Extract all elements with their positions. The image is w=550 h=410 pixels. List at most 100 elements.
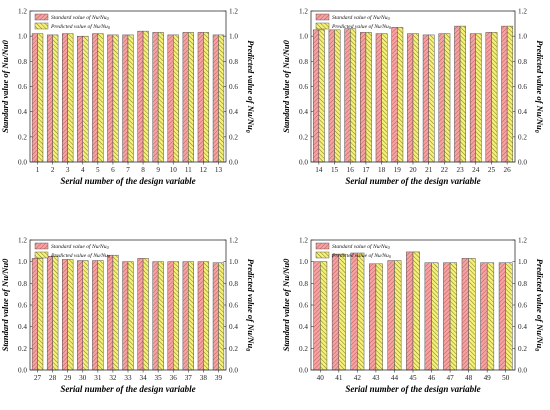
x-tick-label-38: 38 bbox=[200, 374, 208, 382]
bar-predicted-11 bbox=[188, 32, 194, 163]
x-axis-title: Serial number of the design variable bbox=[60, 176, 195, 186]
x-tick-label-24: 24 bbox=[472, 166, 480, 174]
bar-standard-30 bbox=[77, 260, 83, 371]
bar-standard-28 bbox=[46, 256, 53, 371]
bar-standard-44 bbox=[387, 260, 395, 371]
bar-standard-39 bbox=[212, 262, 219, 371]
bar-predicted-18 bbox=[381, 33, 388, 163]
legend-predicted-label: Predicted value of Nu/Nu0 bbox=[331, 23, 391, 30]
legend-predicted-swatch bbox=[34, 251, 49, 259]
bar-predicted-16 bbox=[350, 28, 357, 163]
bar-predicted-23 bbox=[459, 25, 466, 163]
y-tick-label-left: 0.2 bbox=[299, 345, 308, 353]
x-tick-label-41: 41 bbox=[335, 374, 343, 382]
legend-predicted-label: Predicted value of Nu/Nu0 bbox=[50, 23, 110, 30]
y-tick-label-right: 0.8 bbox=[518, 280, 527, 288]
legend-standard-label: Standard value of Nu/Nu0 bbox=[51, 243, 109, 250]
x-tick-label-10: 10 bbox=[170, 166, 178, 174]
bar-standard-19 bbox=[391, 27, 398, 163]
y-tick-label-left: 0.4 bbox=[18, 108, 27, 116]
x-tick-label-5: 5 bbox=[96, 166, 100, 174]
x-axis-title: Serial number of the design variable bbox=[345, 176, 480, 186]
legend-standard-swatch bbox=[315, 13, 330, 21]
bar-standard-3 bbox=[62, 33, 68, 163]
x-tick-label-39: 39 bbox=[215, 374, 223, 382]
y-tick-label-right: 0.4 bbox=[518, 108, 527, 116]
x-tick-label-43: 43 bbox=[372, 374, 380, 382]
bar-predicted-15 bbox=[334, 29, 341, 163]
x-axis-title: Serial number of the design variable bbox=[345, 384, 480, 394]
legend: Standard value of Nu/Nu0 Predicted value … bbox=[315, 13, 391, 30]
x-tick-label-31: 31 bbox=[94, 374, 102, 382]
y-tick-label-left: 1.2 bbox=[299, 237, 308, 245]
bar-standard-41 bbox=[331, 253, 340, 371]
bar-standard-7 bbox=[122, 34, 129, 163]
legend-predicted-swatch bbox=[34, 22, 49, 30]
y-tick-label-right: 0.0 bbox=[229, 159, 238, 167]
bar-predicted-4 bbox=[82, 35, 89, 163]
y-tick-label-left: 0.2 bbox=[18, 133, 27, 141]
bar-predicted-5 bbox=[97, 33, 104, 163]
bar-standard-12 bbox=[197, 32, 204, 163]
y-tick-label-left: 0.2 bbox=[18, 345, 27, 353]
x-tick-label-23: 23 bbox=[456, 166, 464, 174]
bar-predicted-34 bbox=[142, 258, 149, 371]
y-axis-title-left: Standard value of Nu/Nu0 bbox=[0, 39, 10, 133]
y-tick-label-left: 1.0 bbox=[18, 258, 27, 266]
bar-predicted-47 bbox=[449, 262, 457, 371]
x-tick-label-19: 19 bbox=[394, 166, 402, 174]
x-tick-label-44: 44 bbox=[391, 374, 399, 382]
bar-predicted-28 bbox=[52, 256, 59, 371]
y-tick-label-left: 0.8 bbox=[299, 58, 308, 66]
legend-predicted-swatch bbox=[315, 251, 330, 259]
bar-standard-46 bbox=[424, 262, 432, 371]
bar-standard-42 bbox=[350, 252, 358, 371]
x-tick-label-13: 13 bbox=[215, 166, 223, 174]
y-axis-title-right: Predicted value of Nu/Nu0 bbox=[533, 40, 545, 132]
x-tick-label-35: 35 bbox=[155, 374, 163, 382]
bar-standard-2 bbox=[46, 34, 53, 163]
bar-predicted-17 bbox=[365, 32, 372, 163]
bar-predicted-14 bbox=[318, 29, 325, 163]
bar-standard-29 bbox=[62, 259, 68, 371]
bar-predicted-45 bbox=[412, 251, 420, 371]
y-tick-label-right: 1.0 bbox=[518, 33, 527, 41]
y-tick-label-left: 1.0 bbox=[18, 33, 27, 41]
y-tick-label-right: 1.2 bbox=[518, 8, 527, 16]
y-tick-label-left: 0.8 bbox=[18, 280, 27, 288]
x-tick-label-9: 9 bbox=[156, 166, 160, 174]
bar-standard-36 bbox=[167, 261, 174, 371]
chart-panel-bottom-left: 27 28 29 30 31 32 33 34 35 36 37 38 39 0.0 0.0 0.2 0.2 0.… bbox=[0, 237, 256, 395]
x-tick-label-7: 7 bbox=[126, 166, 130, 174]
bar-predicted-19 bbox=[397, 27, 404, 163]
bar-predicted-27 bbox=[37, 258, 44, 371]
y-tick-label-left: 0.4 bbox=[299, 323, 308, 331]
bar-standard-48 bbox=[461, 258, 469, 371]
bar-predicted-32 bbox=[112, 254, 119, 371]
y-tick-label-right: 0.4 bbox=[518, 323, 527, 331]
bar-predicted-26 bbox=[506, 25, 514, 163]
y-tick-label-right: 1.2 bbox=[229, 8, 238, 16]
bar-predicted-41 bbox=[338, 253, 346, 371]
bar-standard-50 bbox=[498, 262, 506, 371]
bar-predicted-46 bbox=[431, 262, 439, 371]
y-tick-label-right: 0.2 bbox=[518, 345, 527, 353]
bar-predicted-12 bbox=[203, 32, 210, 163]
legend: Standard value of Nu/Nu0 Predicted value … bbox=[34, 13, 110, 30]
bar-standard-21 bbox=[422, 34, 429, 163]
y-tick-label-right: 0.6 bbox=[518, 83, 527, 91]
bar-standard-49 bbox=[480, 262, 488, 371]
bar-predicted-2 bbox=[52, 34, 59, 163]
legend-standard-swatch bbox=[315, 242, 330, 250]
x-tick-label-30: 30 bbox=[79, 374, 87, 382]
y-tick-label-right: 0.8 bbox=[229, 58, 238, 66]
x-tick-label-21: 21 bbox=[425, 166, 433, 174]
chart-panel-top-right: 14 15 16 17 18 19 20 21 22 23 24 25 26 0.0 0.0 0.2 0.2 0.… bbox=[281, 8, 545, 187]
bar-standard-1 bbox=[31, 33, 38, 163]
bar-standard-35 bbox=[152, 261, 159, 371]
y-tick-label-left: 0.6 bbox=[299, 302, 308, 310]
y-tick-label-right: 1.0 bbox=[229, 33, 238, 41]
y-tick-label-left: 1.0 bbox=[299, 258, 308, 266]
bar-predicted-20 bbox=[412, 33, 419, 163]
